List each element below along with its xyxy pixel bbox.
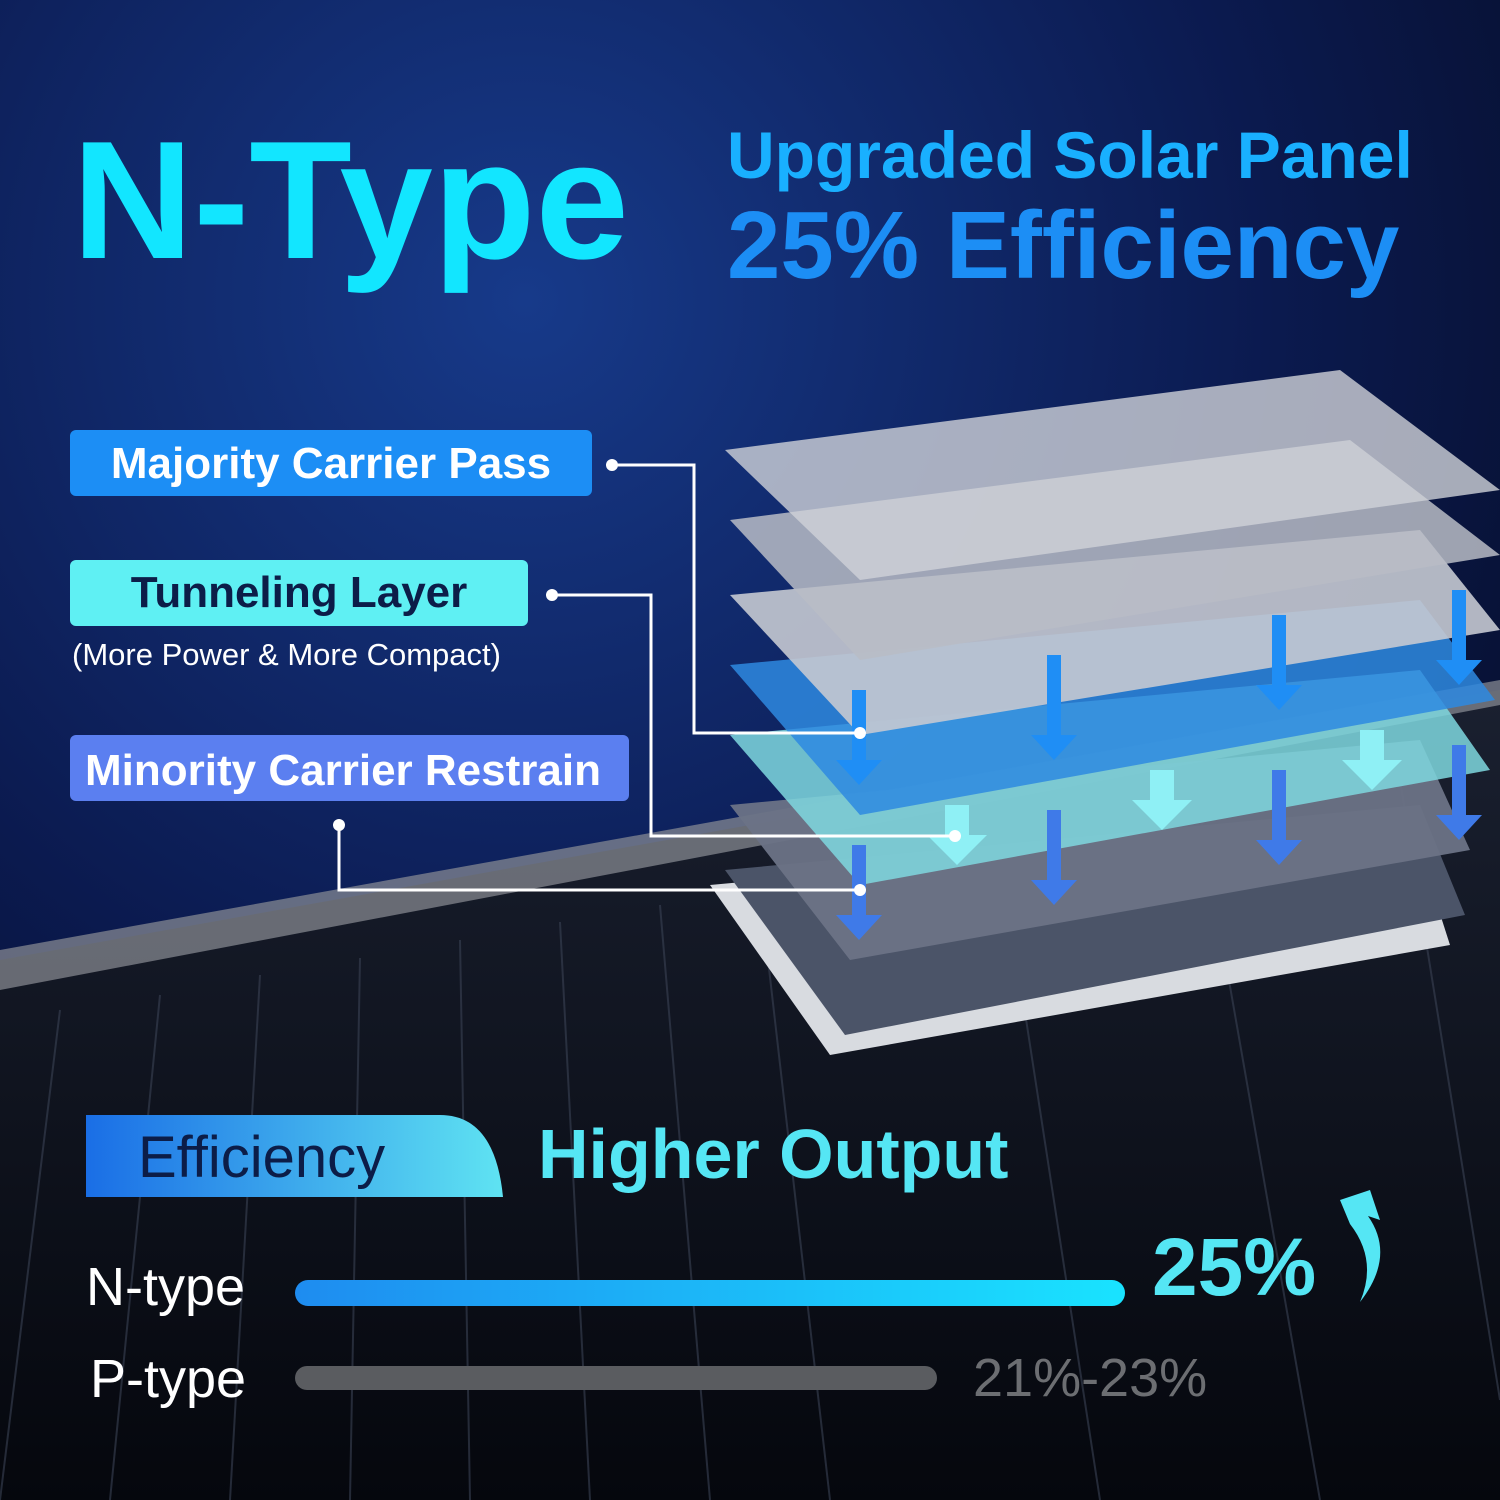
- connectors: [337, 463, 955, 892]
- title: N-Type: [72, 106, 629, 294]
- row-value: 21%-23%: [973, 1348, 1207, 1408]
- layer: [725, 370, 1500, 580]
- headline: 25% Efficiency: [727, 192, 1399, 299]
- callout-label: Tunneling Layer: [131, 568, 468, 617]
- row-label: N-type: [86, 1257, 245, 1317]
- callout-note: (More Power & More Compact): [72, 637, 501, 672]
- connector-dots: [333, 459, 961, 896]
- row-label: P-type: [90, 1349, 246, 1409]
- badge: [86, 1115, 503, 1197]
- p-type-bar: [295, 1366, 937, 1390]
- callout-label: Minority Carrier Restrain: [85, 746, 601, 795]
- up-arrow: [1340, 1190, 1381, 1302]
- callout-label: Majority Carrier Pass: [111, 439, 551, 488]
- layer-stack: [710, 370, 1500, 1055]
- n-type-bar: [295, 1280, 1125, 1306]
- row-value: 25%: [1152, 1222, 1316, 1313]
- badge-label: Efficiency: [138, 1125, 385, 1190]
- callout-box: [70, 735, 629, 801]
- callout-box: [70, 560, 528, 626]
- subtitle: Upgraded Solar Panel: [727, 118, 1413, 192]
- callout-box: [70, 430, 592, 496]
- comparison-title: Higher Output: [538, 1115, 1008, 1193]
